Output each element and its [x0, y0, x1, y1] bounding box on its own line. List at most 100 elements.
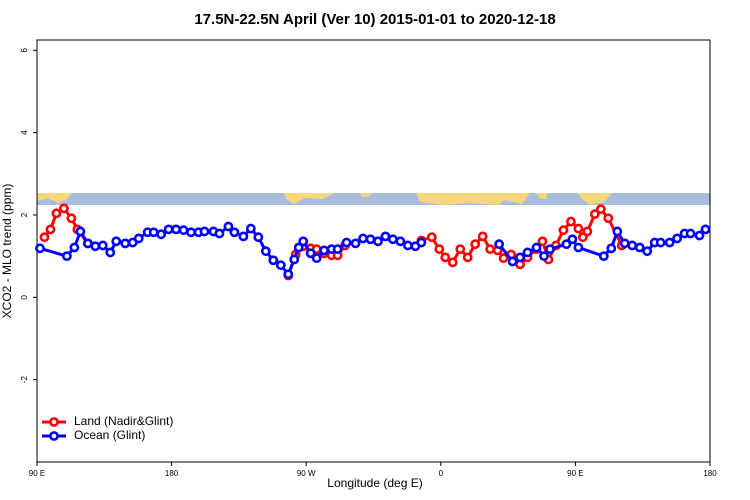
point [566, 216, 576, 227]
point [426, 232, 437, 243]
point [35, 243, 45, 254]
x-axis-label: Longitude (deg E) [327, 476, 422, 490]
point [253, 232, 264, 243]
point [341, 237, 352, 248]
point [462, 252, 473, 263]
point [186, 227, 196, 238]
point [260, 246, 271, 257]
point [573, 223, 584, 234]
point [531, 242, 542, 253]
x-tick-label: 180 [165, 469, 179, 478]
point [545, 244, 555, 255]
point [537, 236, 548, 247]
point [229, 227, 240, 238]
point [447, 257, 458, 268]
point [156, 229, 167, 240]
point [305, 248, 316, 259]
legend-marker [49, 431, 59, 441]
point [498, 253, 509, 264]
point [595, 204, 606, 215]
point [120, 238, 131, 249]
point [672, 233, 682, 244]
point [350, 238, 361, 249]
point [561, 239, 572, 250]
x-tick-label: 180 [703, 469, 717, 478]
chart-title: 17.5N-22.5N April (Ver 10) 2015-01-01 to… [194, 11, 555, 28]
point [694, 230, 705, 241]
y-tick-label: 2 [20, 212, 29, 217]
x-tick-label: 90 E [567, 469, 583, 478]
point [293, 242, 304, 253]
point [416, 237, 427, 248]
point [395, 236, 406, 247]
point [62, 251, 72, 262]
point [289, 254, 300, 265]
y-tick-label: 6 [20, 48, 29, 53]
point [133, 233, 144, 244]
point [373, 236, 383, 247]
point [59, 203, 69, 214]
point [105, 247, 116, 258]
point [163, 224, 174, 235]
point [82, 238, 93, 249]
point [388, 234, 398, 245]
point [440, 252, 451, 263]
point [214, 228, 225, 239]
point [402, 240, 413, 251]
point [148, 227, 159, 238]
point [603, 213, 614, 224]
point [245, 223, 256, 234]
point [642, 246, 653, 257]
point [39, 232, 50, 243]
point [573, 242, 584, 253]
point [539, 251, 549, 262]
point [275, 260, 286, 271]
legend-marker [49, 417, 59, 427]
point [606, 243, 617, 254]
point [66, 213, 77, 224]
y-tick-label: 0 [20, 295, 29, 300]
point [45, 224, 56, 235]
point [358, 233, 368, 244]
point [51, 208, 62, 219]
point [507, 256, 518, 267]
point [332, 244, 343, 255]
series-line [39, 224, 707, 278]
x-tick-label: 0 [439, 469, 444, 478]
point [582, 226, 593, 237]
point [238, 231, 249, 242]
point [319, 245, 330, 256]
legend-label: Land (Nadir&Glint) [74, 414, 173, 428]
point [455, 244, 466, 255]
point [485, 244, 496, 255]
point [494, 239, 505, 250]
point [111, 236, 122, 247]
point [380, 231, 391, 242]
point [470, 239, 481, 250]
point [598, 251, 609, 262]
point [268, 255, 279, 266]
point [589, 209, 600, 220]
point [365, 234, 376, 245]
point [178, 225, 189, 236]
x-tick-label: 90 W [297, 469, 316, 478]
y-axis-label: XCO2 - MLO trend (ppm) [0, 184, 14, 319]
point [477, 231, 488, 242]
point [171, 224, 181, 235]
point [634, 242, 645, 253]
point [612, 226, 623, 237]
point [558, 225, 569, 236]
point [75, 226, 86, 237]
point [685, 228, 696, 239]
point [69, 242, 80, 253]
point [619, 238, 630, 249]
point [567, 234, 578, 245]
map-strip [37, 193, 710, 205]
point [655, 237, 666, 248]
point [223, 221, 234, 232]
point [522, 247, 533, 258]
point [283, 269, 294, 280]
point [664, 237, 675, 248]
legend-label: Ocean (Glint) [74, 428, 145, 442]
